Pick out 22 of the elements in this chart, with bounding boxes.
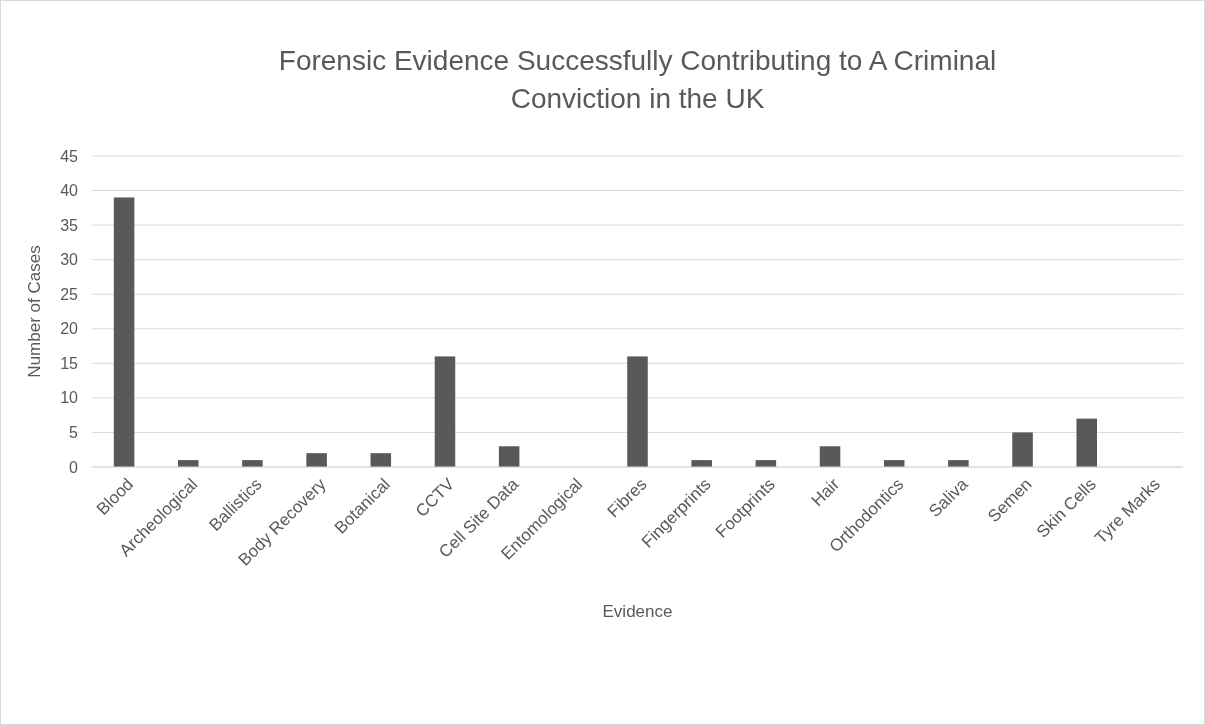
y-tick-label: 30 [60,251,79,269]
y-tick-label: 45 [60,147,79,165]
y-tick-label: 35 [60,216,79,234]
bar [1012,432,1033,467]
bar [1076,418,1098,467]
bar [370,453,392,467]
y-tick-label: 5 [69,424,79,442]
bar [627,356,648,467]
y-tick-label: 25 [60,285,79,303]
bar [113,197,135,467]
x-axis-title: Evidence [602,602,673,621]
y-axis-title: Number of Cases [25,245,44,378]
bar [434,356,456,467]
bar [498,446,520,467]
bar [306,453,327,467]
y-tick-label: 0 [69,458,79,476]
y-tick-label: 15 [60,354,79,372]
y-tick-label: 20 [60,320,79,338]
bar [819,446,841,467]
y-tick-label: 40 [60,182,79,200]
chart-title: Forensic Evidence Successfully Contributing to A Criminal Conviction in the UK [278,45,997,114]
y-tick-label: 10 [60,389,79,407]
